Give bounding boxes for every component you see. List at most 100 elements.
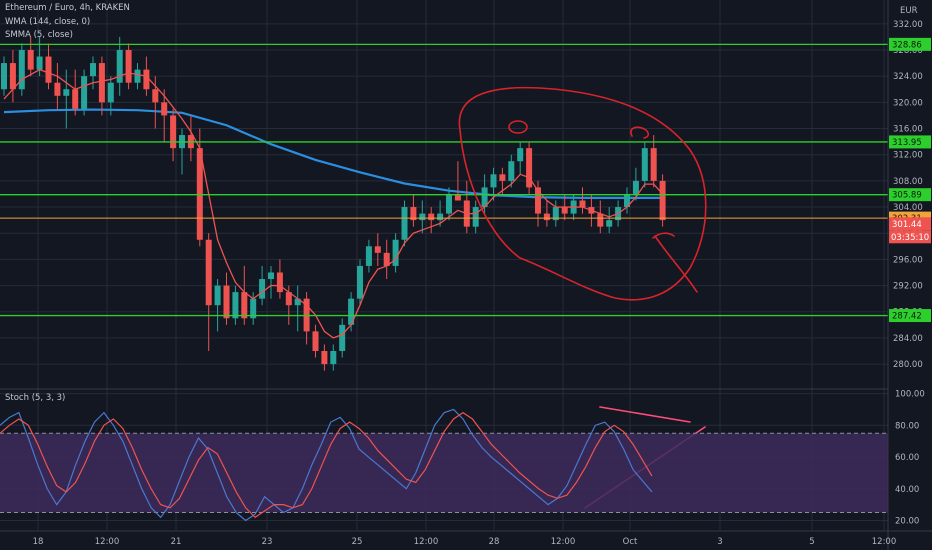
candle-body-29[interactable] <box>259 279 266 299</box>
candle-body-12[interactable] <box>107 82 114 103</box>
candle-body-32[interactable] <box>285 292 292 306</box>
candle-body-27[interactable] <box>241 292 248 319</box>
horizontal-levels[interactable] <box>0 43 888 317</box>
candle-body-45[interactable] <box>401 207 408 240</box>
candle-body-74[interactable] <box>659 180 666 221</box>
price-tick-label-3: 292.00 <box>893 282 923 292</box>
candle-body-3[interactable] <box>27 49 34 70</box>
candle-body-37[interactable] <box>330 351 337 365</box>
candle-body-59[interactable] <box>526 148 533 188</box>
candle-body-40[interactable] <box>357 265 363 299</box>
candle-body-4[interactable] <box>36 56 43 70</box>
top-2-curl-annotation[interactable] <box>630 126 650 139</box>
candle-body-26[interactable] <box>232 292 239 319</box>
candle-body-38[interactable] <box>339 324 346 352</box>
candle-body-50[interactable] <box>446 193 452 214</box>
candle-body-68[interactable] <box>606 220 613 227</box>
candle-body-42[interactable] <box>374 246 381 253</box>
marker-price-tag-bg <box>889 217 931 231</box>
time-tick-label-4: 25 <box>352 537 363 547</box>
ellipse-annotation[interactable] <box>458 86 707 301</box>
candle-body-9[interactable] <box>81 76 88 109</box>
countdown-tag-bg <box>889 230 931 244</box>
candle-body-73[interactable] <box>650 148 657 181</box>
stoch-legend[interactable]: Stoch (5, 3, 3) <box>5 393 66 403</box>
top-1-circle-annotation[interactable] <box>508 120 528 134</box>
candle-body-6[interactable] <box>54 82 61 96</box>
candle-body-31[interactable] <box>276 272 283 293</box>
candle-body-36[interactable] <box>321 351 328 365</box>
candle-body-54[interactable] <box>481 187 488 208</box>
stoch-band <box>0 433 888 513</box>
candle-body-25[interactable] <box>223 285 230 319</box>
candle-body-48[interactable] <box>428 213 435 221</box>
price-tick-label-8: 312.00 <box>893 151 923 161</box>
candle-body-63[interactable] <box>561 207 568 214</box>
candle-body-18[interactable] <box>161 102 168 116</box>
candle-body-43[interactable] <box>383 252 390 266</box>
time-tick-label-5: 12:00 <box>414 537 439 547</box>
candle-body-71[interactable] <box>632 180 639 194</box>
candle-body-28[interactable] <box>250 298 257 319</box>
candle-body-49[interactable] <box>437 213 444 221</box>
candle-body-11[interactable] <box>98 63 105 103</box>
candle-body-47[interactable] <box>419 213 426 221</box>
candle-body-44[interactable] <box>392 239 399 266</box>
candle-body-24[interactable] <box>214 285 221 306</box>
candle-body-65[interactable] <box>579 200 586 208</box>
price-tick-label-1: 284.00 <box>893 334 923 344</box>
candle-body-56[interactable] <box>499 174 506 181</box>
candle-body-41[interactable] <box>365 246 372 266</box>
candle-body-19[interactable] <box>170 115 177 149</box>
stoch-tick-label-4: 100.00 <box>895 390 925 400</box>
level-price-tag-3-bg <box>889 309 931 323</box>
candle-body-33[interactable] <box>294 298 301 306</box>
candle-body-62[interactable] <box>552 207 559 221</box>
price-tick-label-9: 316.00 <box>893 125 923 135</box>
symbol-title[interactable]: Ethereum / Euro, 4h, KRAKEN <box>5 3 130 13</box>
candle-body-60[interactable] <box>535 187 541 214</box>
candle-body-22[interactable] <box>196 148 203 240</box>
price-tick-label-11: 324.00 <box>893 72 923 82</box>
candle-body-46[interactable] <box>410 207 417 221</box>
candle-body-55[interactable] <box>490 174 497 188</box>
candle-body-23[interactable] <box>205 239 212 306</box>
candle-body-39[interactable] <box>348 298 355 325</box>
time-tick-label-0: 18 <box>33 537 44 547</box>
candle-body-30[interactable] <box>268 272 274 280</box>
candle-body-57[interactable] <box>508 161 515 181</box>
arrow-shaft-annotation[interactable] <box>654 235 698 293</box>
stoch-divergence-line-top[interactable] <box>599 406 691 423</box>
candle-body-14[interactable] <box>125 49 132 83</box>
candle-body-8[interactable] <box>72 89 79 109</box>
candle-body-10[interactable] <box>90 63 96 77</box>
candle-body-72[interactable] <box>641 148 648 181</box>
candle-body-13[interactable] <box>116 49 123 83</box>
smma-line-group <box>3 68 664 339</box>
candle-body-2[interactable] <box>18 49 25 90</box>
stoch-tick-label-3: 80.00 <box>895 421 919 431</box>
candle-body-51[interactable] <box>454 193 461 201</box>
candle-body-5[interactable] <box>45 56 52 83</box>
price-tick-label-0: 280.00 <box>893 360 923 370</box>
candle-body-67[interactable] <box>597 213 604 227</box>
candle-body-1[interactable] <box>9 63 16 90</box>
candle-body-58[interactable] <box>517 148 524 162</box>
candle-body-61[interactable] <box>543 213 550 221</box>
smma-5-line <box>3 68 664 339</box>
arrow-head-annotation[interactable] <box>652 232 675 239</box>
countdown-tag: 03:35:10 <box>891 233 929 243</box>
candle-body-70[interactable] <box>624 193 630 208</box>
candle-body-17[interactable] <box>152 89 159 103</box>
candle-body-53[interactable] <box>472 207 479 227</box>
time-tick-label-3: 23 <box>262 537 273 547</box>
candle-body-15[interactable] <box>134 69 141 83</box>
wma-legend[interactable]: WMA (144, close, 0) <box>5 17 91 27</box>
candle-body-0[interactable] <box>1 63 7 90</box>
candle-body-16[interactable] <box>143 69 150 90</box>
candle-body-7[interactable] <box>63 89 70 96</box>
candle-body-35[interactable] <box>312 331 319 352</box>
smma-legend[interactable]: SMMA (5, close) <box>5 30 73 40</box>
